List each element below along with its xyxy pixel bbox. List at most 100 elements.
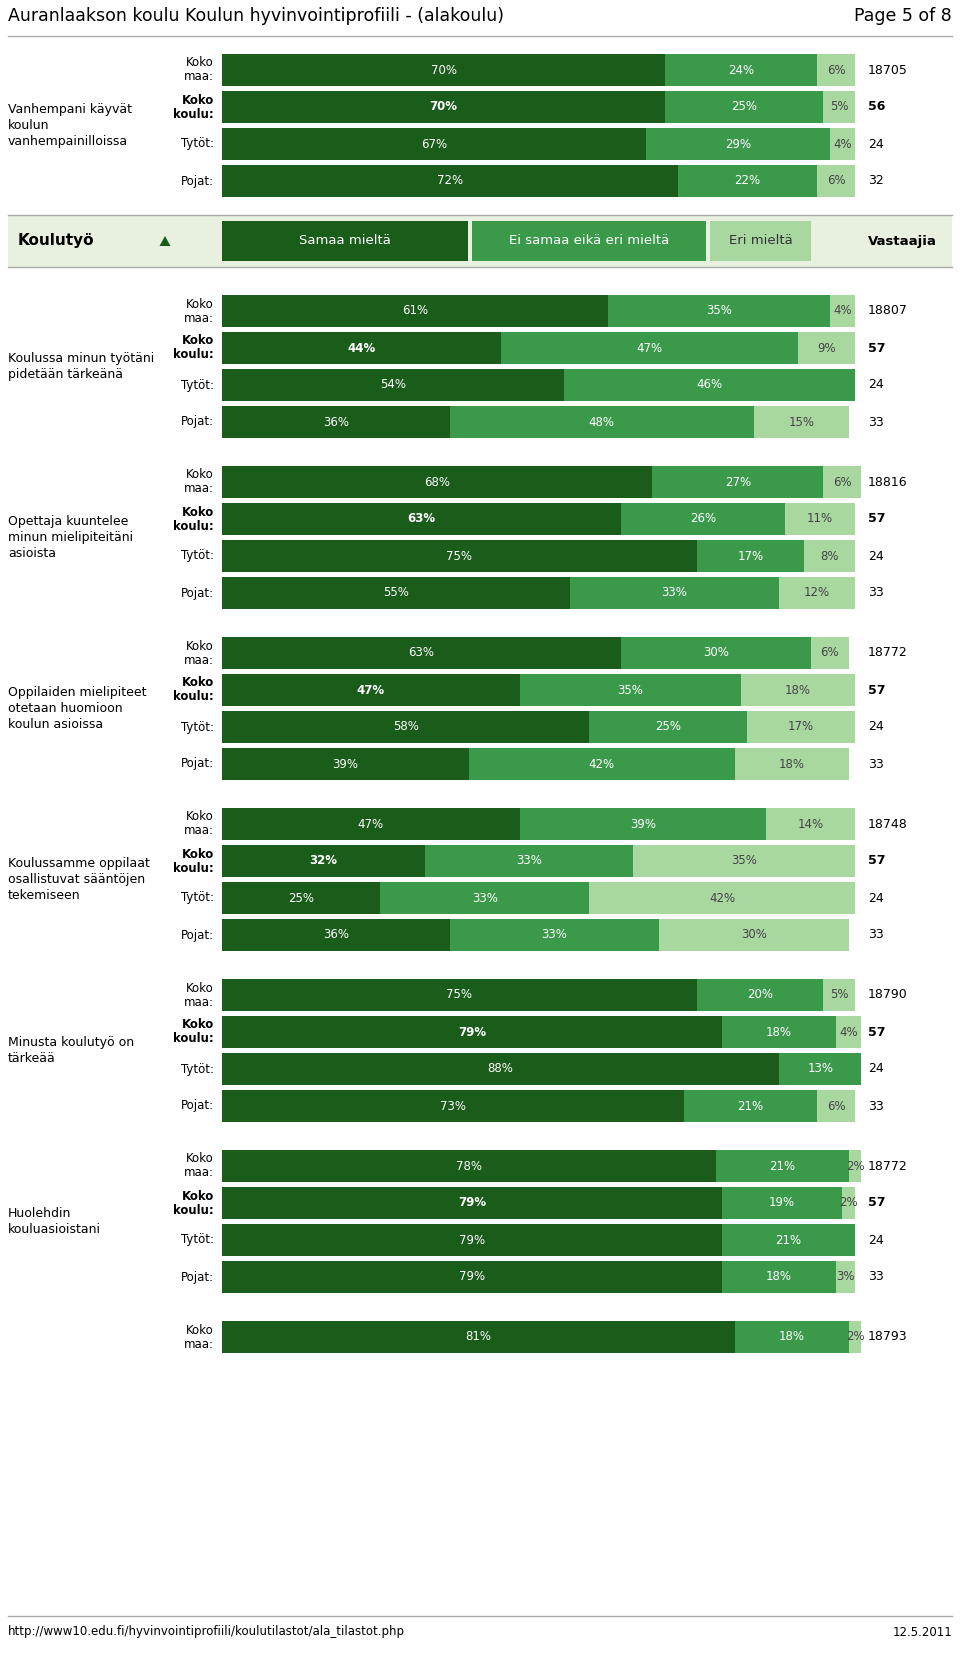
Text: http://www10.edu.fi/hyvinvointiprofiili/koulutilastot/ala_tilastot.php: http://www10.edu.fi/hyvinvointiprofiili/… [8, 1626, 405, 1639]
Text: 33: 33 [868, 1100, 884, 1113]
Text: 25%: 25% [732, 101, 757, 114]
Text: 4%: 4% [839, 1025, 858, 1039]
Bar [222, 369, 564, 400]
Bar [716, 1150, 849, 1183]
Text: 33%: 33% [516, 855, 542, 867]
Text: 24%: 24% [728, 63, 755, 76]
Text: Minusta koulutyö on
tärkeää: Minusta koulutyö on tärkeää [8, 1035, 134, 1065]
Text: 70%: 70% [429, 101, 458, 114]
Text: Pojat:: Pojat: [180, 758, 214, 771]
Text: 18807: 18807 [868, 304, 908, 318]
Text: Koko
koulu:: Koko koulu: [173, 1019, 214, 1045]
Text: Pojat:: Pojat: [180, 1270, 214, 1284]
Bar [222, 1188, 722, 1219]
Text: 12.5.2011: 12.5.2011 [892, 1626, 952, 1639]
Bar [665, 91, 824, 122]
Text: Koulussa minun työtäni
pidetään tärkeänä: Koulussa minun työtäni pidetään tärkeänä [8, 352, 155, 380]
Text: 11%: 11% [807, 513, 833, 526]
Bar [817, 55, 855, 86]
Text: 33: 33 [868, 1270, 884, 1284]
Text: 30%: 30% [741, 928, 767, 941]
Text: 63%: 63% [407, 513, 436, 526]
Bar [684, 1090, 817, 1121]
Bar [810, 637, 849, 668]
Text: 5%: 5% [830, 101, 849, 114]
Text: 18748: 18748 [868, 817, 908, 830]
Bar [468, 748, 734, 781]
Bar [766, 809, 855, 840]
Bar [849, 1322, 861, 1353]
Text: 18790: 18790 [868, 989, 908, 1002]
Bar [222, 127, 646, 160]
Text: Tytöt:: Tytöt: [181, 1062, 214, 1075]
Bar [222, 294, 608, 327]
Bar [500, 332, 798, 364]
Bar [646, 127, 829, 160]
Text: 73%: 73% [440, 1100, 466, 1113]
Text: Tytöt:: Tytöt: [181, 137, 214, 151]
Text: 24: 24 [868, 137, 884, 151]
Bar [424, 845, 634, 877]
Text: 42%: 42% [709, 892, 735, 905]
Bar [222, 577, 570, 609]
Text: Tytöt:: Tytöt: [181, 892, 214, 905]
Text: Tytöt:: Tytöt: [181, 549, 214, 562]
Text: 27%: 27% [725, 475, 751, 488]
Text: Vanhempani käyvät
koulun
vanhempainilloissa: Vanhempani käyvät koulun vanhempainilloi… [8, 103, 132, 147]
Text: Auranlaakson koulu Koulun hyvinvointiprofiili - (alakoulu): Auranlaakson koulu Koulun hyvinvointipro… [8, 7, 504, 25]
Text: Koko
koulu:: Koko koulu: [173, 1189, 214, 1216]
Bar [519, 673, 741, 706]
Bar [697, 539, 804, 572]
Text: 75%: 75% [446, 989, 472, 1002]
Bar [710, 222, 811, 261]
Text: Koko
koulu:: Koko koulu: [173, 676, 214, 703]
Text: 18%: 18% [779, 1330, 804, 1343]
Text: 61%: 61% [402, 304, 428, 318]
Bar [722, 1224, 855, 1255]
Bar [380, 882, 589, 915]
Text: 68%: 68% [424, 475, 450, 488]
Text: Oppilaiden mielipiteet
otetaan huomioon
koulun asioissa: Oppilaiden mielipiteet otetaan huomioon … [8, 686, 147, 731]
Bar [519, 809, 766, 840]
Text: 79%: 79% [459, 1234, 485, 1247]
Bar [222, 1260, 722, 1293]
Bar [697, 979, 824, 1011]
Text: 18772: 18772 [868, 1159, 908, 1173]
Text: 22%: 22% [734, 175, 760, 187]
Bar [222, 503, 621, 534]
Bar [722, 1188, 842, 1219]
Text: 17%: 17% [737, 549, 763, 562]
Text: 18%: 18% [785, 683, 811, 696]
Text: 4%: 4% [833, 304, 852, 318]
Bar [222, 55, 665, 86]
Text: 63%: 63% [408, 647, 434, 660]
Text: 21%: 21% [769, 1159, 795, 1173]
Text: Ei samaa eikä eri mieltä: Ei samaa eikä eri mieltä [509, 235, 669, 248]
Text: 6%: 6% [821, 647, 839, 660]
Text: Koko
maa:: Koko maa: [184, 981, 214, 1009]
Text: 33%: 33% [661, 587, 687, 599]
Text: 18%: 18% [779, 758, 804, 771]
Bar [222, 748, 468, 781]
Text: 18%: 18% [766, 1270, 792, 1284]
Text: Tytöt:: Tytöt: [181, 721, 214, 733]
Bar [222, 405, 450, 438]
Text: 18%: 18% [766, 1025, 792, 1039]
Text: 18772: 18772 [868, 647, 908, 660]
Bar [678, 165, 817, 197]
Bar [472, 222, 706, 261]
Text: 48%: 48% [588, 415, 614, 428]
Bar [222, 1150, 716, 1183]
Text: 79%: 79% [458, 1196, 486, 1209]
Bar [564, 369, 855, 400]
Text: 14%: 14% [798, 817, 824, 830]
Text: Koko
maa:: Koko maa: [184, 1323, 214, 1351]
Bar [817, 165, 855, 197]
Text: Pojat:: Pojat: [180, 415, 214, 428]
Text: 57: 57 [868, 341, 885, 354]
Text: 6%: 6% [827, 175, 846, 187]
Text: Koko
maa:: Koko maa: [184, 810, 214, 837]
Text: Huolehdin
kouluasioistani: Huolehdin kouluasioistani [8, 1207, 101, 1236]
Bar [621, 503, 785, 534]
Bar [741, 673, 855, 706]
